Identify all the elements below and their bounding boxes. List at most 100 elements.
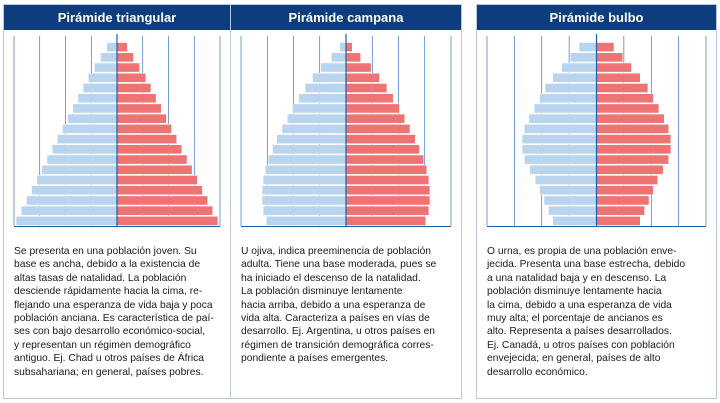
bar-male — [292, 103, 347, 114]
bar-male — [320, 62, 347, 73]
description-line: ses con bajo desarrollo económico-social… — [14, 326, 206, 338]
description-line: Ej. Canadá, u otros países con población — [487, 339, 675, 351]
bar-male — [41, 164, 118, 175]
description-line: pondiente a países emergentes. — [241, 353, 389, 365]
pyramid-chart-triangular — [10, 34, 224, 230]
card-title: Pirámide triangular — [4, 5, 230, 30]
bar-female — [116, 134, 178, 145]
description-line: a una natalidad baja y en descenso. La — [487, 272, 667, 284]
bar-male — [523, 154, 597, 165]
bar-male — [539, 93, 597, 104]
bar-male — [548, 205, 597, 216]
bar-female — [116, 185, 203, 196]
bar-female — [596, 134, 672, 145]
bar-female — [345, 123, 411, 134]
bar-female — [116, 164, 193, 175]
card-title: Pirámide bulbo — [477, 5, 716, 30]
bar-female — [345, 215, 427, 226]
bar-male — [67, 113, 118, 124]
bar-male — [544, 83, 597, 93]
bar-female — [116, 175, 198, 185]
description-line: Se presenta en una población joven. Su — [14, 246, 197, 257]
bar-male — [331, 52, 347, 63]
bar-male — [87, 72, 118, 83]
bar-female — [116, 83, 152, 93]
bar-female — [345, 175, 430, 185]
pyramid-svg-bulbo — [486, 34, 707, 227]
bar-male — [265, 215, 347, 226]
bar-male — [312, 72, 347, 83]
bar-male — [106, 42, 118, 53]
description-line: ha iniciado el descenso de la natalidad. — [241, 272, 421, 284]
bar-male — [529, 164, 597, 175]
bar-female — [345, 52, 361, 63]
bar-male — [82, 83, 118, 93]
description-line: altas tasas de natalidad. La población — [14, 272, 187, 284]
bar-male — [51, 144, 118, 155]
bar-male — [304, 83, 347, 93]
bar-male — [298, 93, 347, 104]
bar-male — [100, 52, 118, 63]
bar-female — [345, 83, 388, 93]
description-line: antiguo. Ej. Chad u otros países de Áfri… — [14, 353, 205, 365]
bar-female — [116, 195, 208, 206]
bar-male — [261, 185, 347, 196]
description-text: U ojiva, indica preeminencia de població… — [241, 245, 453, 366]
bar-female — [345, 195, 431, 206]
description-line: subsahariana; en general, países pobres. — [14, 366, 204, 378]
bar-female — [596, 93, 654, 104]
bar-female — [345, 42, 353, 53]
bar-male — [72, 103, 118, 114]
description-line: población anciana. Es característica de … — [14, 313, 214, 325]
description-line: desciende rápidamente hacia la cima, re- — [14, 286, 203, 298]
bar-female — [345, 154, 424, 165]
bar-male — [264, 164, 347, 175]
bar-male — [62, 123, 118, 134]
bar-male — [528, 113, 597, 124]
bar-female — [596, 195, 650, 206]
bar-female — [345, 205, 430, 216]
description-line: desarrollo económico. — [487, 366, 588, 378]
bar-male — [521, 144, 597, 155]
bar-male — [561, 62, 597, 73]
bar-female — [116, 215, 219, 226]
description-line: O urna, es propia de una población enve- — [487, 246, 677, 257]
description-line: desarrollo. Ej. Argentina, u otros paíse… — [241, 326, 436, 338]
bar-female — [596, 215, 641, 226]
pyramid-chart-campana — [237, 34, 455, 230]
description-line: La población disminuye lentamente — [241, 286, 403, 298]
card-campana: Pirámide campana U ojiva, indica preemin… — [230, 4, 462, 399]
description-line: régimen de transición demográfica corres… — [241, 339, 434, 351]
bar-female — [116, 205, 214, 216]
description-line: jecida. Presenta una base estrecha, debi… — [487, 259, 686, 271]
description-text: O urna, es propia de una población enve-… — [487, 245, 708, 379]
bar-female — [116, 42, 128, 53]
bar-male — [569, 52, 597, 63]
bar-female — [116, 154, 188, 165]
bar-male — [56, 134, 118, 145]
description-line: envejecida; en general, países de alto — [487, 353, 661, 365]
bar-female — [116, 144, 183, 155]
description-line: muy alta; el porcentaje de ancianos es — [487, 313, 663, 325]
bar-male — [578, 42, 597, 53]
bar-male — [539, 185, 597, 196]
bar-female — [345, 185, 431, 196]
bar-male — [267, 154, 347, 165]
bar-male — [94, 62, 118, 73]
bar-male — [46, 154, 118, 165]
card-triangular: Pirámide triangular Se presenta en una p… — [3, 4, 231, 399]
bar-male — [286, 113, 347, 124]
description-line: vida alta. Caracteriza a países en vías … — [241, 313, 430, 325]
description-text: Se presenta en una población joven. Su ba… — [14, 245, 222, 379]
bar-female — [596, 154, 670, 165]
description-line: y representan un régimen demográfico — [14, 339, 191, 351]
bar-male — [77, 93, 118, 104]
bar-female — [596, 83, 649, 93]
bar-female — [596, 113, 665, 124]
bar-male — [339, 42, 347, 53]
bar-female — [596, 42, 615, 53]
bar-male — [36, 175, 118, 185]
bar-female — [345, 134, 416, 145]
bar-male — [276, 134, 347, 145]
bar-male — [31, 185, 118, 196]
